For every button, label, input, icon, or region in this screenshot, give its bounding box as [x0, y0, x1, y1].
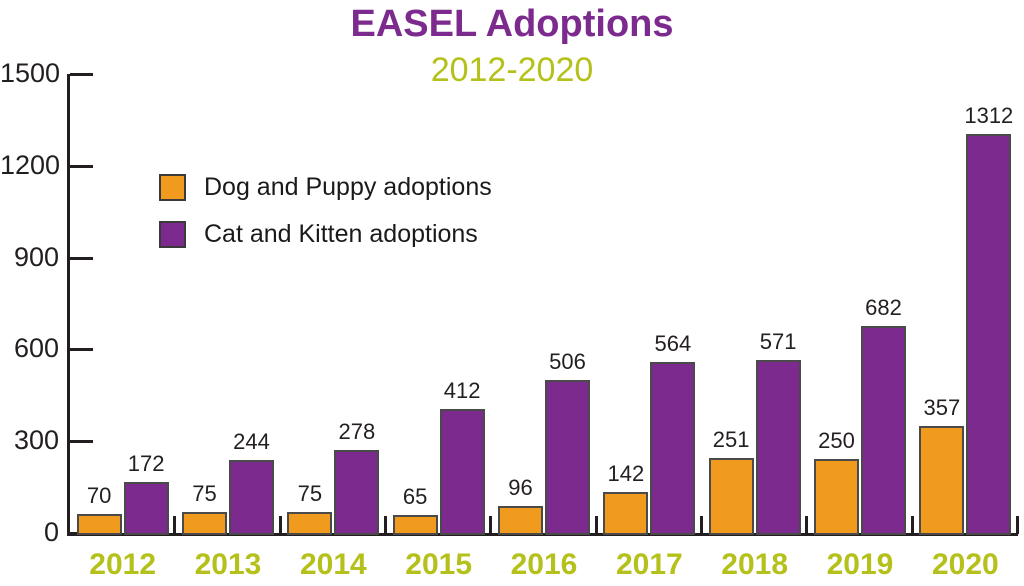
x-label-2020: 2020	[931, 548, 999, 581]
bar-2020-cat[interactable]	[966, 133, 1012, 535]
bar-value-2019-cat: 682	[865, 295, 902, 321]
bar-value-2016-cat: 506	[549, 349, 586, 375]
bar-value-2013-dog: 75	[192, 481, 217, 507]
y-tick-label-1200: 1200	[0, 149, 61, 180]
chart-subtitle: 2012-2020	[430, 51, 594, 89]
bar-value-2017-dog: 142	[607, 460, 645, 486]
bar-2017-cat[interactable]	[650, 362, 696, 535]
x-tick-7	[910, 516, 914, 534]
y-tick-label-900: 900	[13, 241, 59, 272]
legend-label-cat: Cat and Kitten adoptions	[204, 220, 478, 248]
bar-2015-dog[interactable]	[392, 515, 438, 535]
bar-value-2013-cat: 244	[233, 429, 270, 455]
y-tick-label-300: 300	[13, 425, 59, 456]
bar-2018-dog[interactable]	[708, 458, 754, 535]
y-tick-900	[70, 256, 93, 260]
x-label-2013: 2013	[194, 548, 262, 581]
bar-2014-cat[interactable]	[334, 449, 380, 535]
bar-2019-dog[interactable]	[814, 458, 859, 535]
legend-swatch-dog-icon	[159, 174, 186, 201]
bar-2012-dog[interactable]	[76, 513, 122, 535]
bar-value-2014-dog: 75	[297, 481, 323, 507]
bar-value-2020-cat: 1312	[964, 102, 1014, 128]
y-axis-line	[67, 74, 70, 536]
x-label-2015: 2015	[405, 548, 473, 581]
y-tick-1500	[70, 73, 93, 76]
x-tick-6	[805, 516, 809, 534]
y-tick-label-1500: 1500	[0, 58, 61, 88]
x-tick-8	[1016, 516, 1019, 534]
x-tick-2	[384, 516, 387, 534]
bar-2017-dog[interactable]	[603, 491, 649, 535]
bar-2014-dog[interactable]	[287, 512, 333, 535]
y-tick-600	[70, 348, 93, 352]
x-label-2019: 2019	[826, 548, 894, 581]
x-label-2014: 2014	[299, 548, 367, 581]
bar-2015-cat[interactable]	[439, 408, 485, 535]
x-label-2018: 2018	[721, 548, 789, 581]
legend-swatch-cat-icon	[159, 221, 186, 248]
bar-value-2018-dog: 251	[712, 427, 750, 453]
bar-value-2014-cat: 278	[338, 418, 376, 444]
y-tick-1200	[70, 164, 93, 168]
legend-label-dog: Dog and Puppy adoptions	[204, 173, 492, 201]
bar-2020-dog[interactable]	[919, 425, 965, 535]
y-tick-label-0: 0	[43, 517, 59, 547]
x-tick-5	[700, 516, 703, 534]
x-tick-4	[594, 516, 598, 534]
bar-value-2012-dog: 70	[86, 482, 112, 508]
bar-value-2020-dog: 357	[923, 394, 961, 420]
bar-value-2015-cat: 412	[443, 377, 481, 403]
bar-2019-cat[interactable]	[861, 326, 906, 535]
bar-value-2018-cat: 571	[759, 329, 797, 355]
x-label-2016: 2016	[510, 548, 578, 581]
x-label-2012: 2012	[89, 548, 157, 581]
bar-2013-dog[interactable]	[182, 512, 227, 535]
x-label-2017: 2017	[615, 548, 683, 581]
chart-title: EASEL Adoptions	[350, 3, 674, 45]
x-tick-1	[278, 516, 282, 534]
y-tick-label-600: 600	[13, 333, 59, 364]
bar-value-2017-cat: 564	[654, 331, 692, 357]
bar-2013-cat[interactable]	[229, 460, 274, 535]
bar-2012-cat[interactable]	[123, 482, 169, 535]
x-tick-0	[173, 516, 177, 534]
bars-container	[76, 133, 1012, 535]
bar-value-2012-cat: 172	[127, 451, 165, 477]
bar-value-2015-dog: 65	[402, 484, 428, 510]
bar-value-2016-dog: 96	[508, 474, 533, 500]
x-tick-3	[489, 516, 493, 534]
bar-2016-dog[interactable]	[498, 505, 543, 535]
bar-2016-cat[interactable]	[545, 380, 590, 535]
y-tick-300	[70, 440, 93, 444]
bar-2018-cat[interactable]	[755, 360, 801, 535]
bar-value-2019-dog: 250	[818, 427, 855, 453]
